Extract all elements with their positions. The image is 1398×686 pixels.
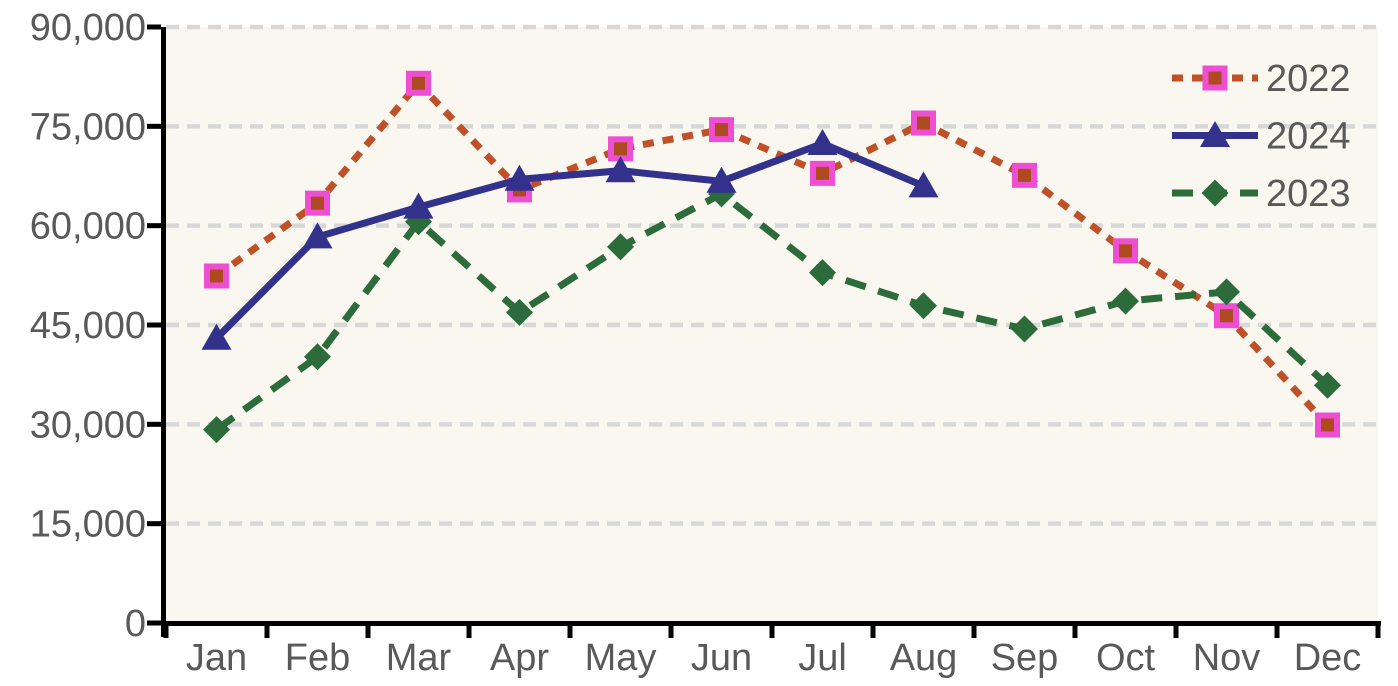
marker-triangle xyxy=(302,222,333,249)
x-tick-label-jun: Jun xyxy=(691,637,752,679)
marker-square xyxy=(810,160,835,186)
y-tick-label: 75,000 xyxy=(30,106,146,148)
x-tick-label-nov: Nov xyxy=(1193,637,1261,679)
marker-diamond xyxy=(607,233,634,261)
y-tick-label: 15,000 xyxy=(30,504,146,546)
marker-diamond xyxy=(1112,287,1139,315)
x-tick-label-mar: Mar xyxy=(386,637,452,679)
marker-square xyxy=(608,136,633,162)
marker-triangle xyxy=(807,129,838,156)
x-tick-label-jul: Jul xyxy=(798,637,847,679)
legend-label-2022: 2022 xyxy=(1266,58,1351,100)
marker-diamond xyxy=(910,292,937,320)
x-tick-label-sep: Sep xyxy=(991,637,1059,679)
x-tick-label-oct: Oct xyxy=(1096,637,1156,679)
marker-triangle xyxy=(403,192,434,219)
marker-triangle xyxy=(504,164,535,191)
marker-triangle xyxy=(1200,121,1230,147)
series-2023-line xyxy=(214,189,1330,433)
x-axis-line xyxy=(161,621,1381,626)
x-tick-label-dec: Dec xyxy=(1294,637,1362,679)
series-2022-line xyxy=(214,78,1331,428)
marker-triangle xyxy=(706,166,737,193)
y-tick-label: 60,000 xyxy=(30,206,146,248)
marker-square xyxy=(1113,238,1138,264)
legend-label-2024: 2024 xyxy=(1266,116,1351,158)
y-tick-label: 0 xyxy=(125,603,146,645)
axes xyxy=(147,24,1381,638)
y-tick-labels: 0 15,000 30,000 45,000 60,000 75,000 90,000 xyxy=(30,7,146,645)
legend: 2022 2024 2023 xyxy=(1172,58,1351,215)
marker-square xyxy=(406,70,431,96)
y-tick-label: 45,000 xyxy=(30,305,146,347)
y-tick-label: 30,000 xyxy=(30,404,146,446)
marker-square xyxy=(1012,162,1037,188)
marker-square xyxy=(709,117,734,143)
marker-triangle xyxy=(908,171,939,198)
marker-diamond xyxy=(203,416,230,444)
series-2023 xyxy=(203,180,1341,444)
x-tick-label-feb: Feb xyxy=(285,637,350,679)
series-2024 xyxy=(201,129,939,350)
marker-triangle xyxy=(605,156,636,183)
marker-diamond xyxy=(304,343,331,371)
x-tick-label-jan: Jan xyxy=(186,637,247,679)
marker-square xyxy=(305,190,330,216)
legend-entry-2024: 2024 xyxy=(1172,116,1351,158)
series-2024-line xyxy=(214,139,925,341)
x-tick-label-apr: Apr xyxy=(490,637,549,679)
x-tick-label-may: May xyxy=(585,637,657,679)
marker-diamond xyxy=(1201,179,1229,207)
marker-square xyxy=(1214,303,1239,329)
marker-diamond xyxy=(1314,371,1341,399)
marker-triangle xyxy=(201,323,232,350)
legend-entry-2022: 2022 xyxy=(1172,58,1351,100)
marker-square xyxy=(204,263,229,289)
marker-diamond xyxy=(1213,278,1240,306)
marker-square xyxy=(911,110,936,136)
x-tick-label-aug: Aug xyxy=(890,637,958,679)
marker-diamond xyxy=(1011,315,1038,343)
y-axis-line xyxy=(161,27,166,637)
legend-label-2023: 2023 xyxy=(1266,173,1351,215)
marker-diamond xyxy=(809,259,836,287)
legend-entry-2023: 2023 xyxy=(1172,173,1351,215)
y-tick-label: 90,000 xyxy=(30,7,146,49)
x-tick-labels: Jan Feb Mar Apr May Jun Jul Aug Sep Oct Nov Dec xyxy=(186,637,1361,679)
marker-diamond xyxy=(506,298,533,326)
marker-square xyxy=(1202,65,1228,91)
marker-square xyxy=(1315,412,1340,438)
